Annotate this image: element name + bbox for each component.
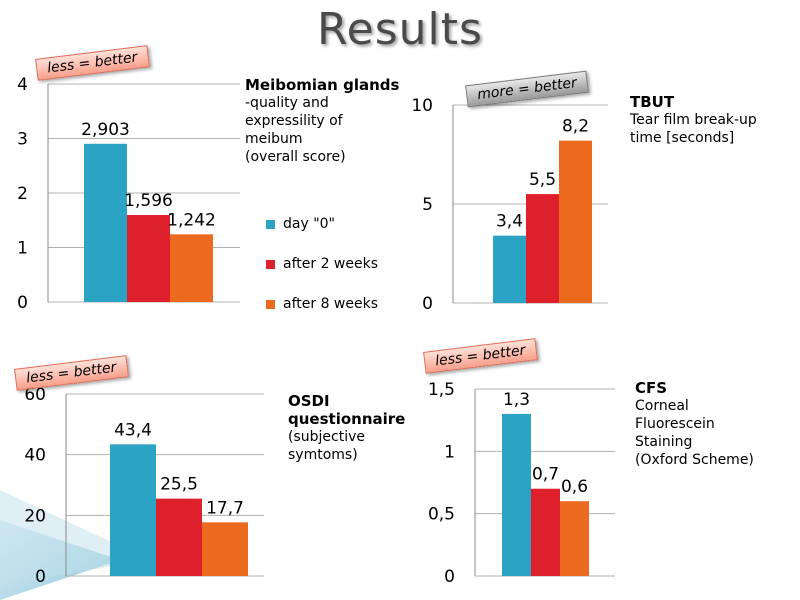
y-tick-label: 5 [422, 195, 433, 215]
desc-line: (overall score) [245, 149, 346, 165]
y-tick-label: 2 [17, 184, 28, 204]
bar [560, 501, 589, 576]
desc-meibomian: Meibomian glands -quality and expressili… [245, 76, 399, 166]
desc-osdi-heading2: questionnaire [288, 410, 406, 428]
data-label: 3,4 [496, 212, 523, 232]
data-label: 1,242 [167, 210, 216, 230]
y-tick-label: 4 [17, 75, 28, 95]
y-tick-label: 1 [17, 239, 28, 259]
bar [526, 194, 559, 303]
legend-item: after 2 weeks [266, 254, 378, 274]
data-label: 1,596 [124, 191, 173, 211]
desc-line: symtoms) [288, 447, 358, 463]
bar [531, 488, 560, 576]
page-title: Results [317, 4, 483, 55]
desc-osdi: OSDI questionnaire (subjective symtoms) [288, 392, 405, 464]
bar [493, 235, 526, 303]
y-tick-label: 3 [17, 130, 28, 150]
chart-osdi: 0 20 40 60 43,4 25,5 17,7 [24, 385, 264, 587]
y-tick-label: 0 [17, 293, 28, 313]
y-tick-label: 0 [422, 294, 433, 314]
desc-osdi-heading: OSDI [288, 392, 330, 410]
y-tick-label: 0 [444, 567, 455, 587]
bar [110, 444, 156, 576]
desc-cfs-heading: CFS [635, 379, 668, 397]
bar [156, 498, 202, 576]
desc-line: time [seconds] [630, 130, 735, 146]
chart-cfs: 0 0,5 1 1,5 1,3 0,70,6 [428, 380, 615, 587]
legend-item: after 8 weeks [266, 294, 378, 314]
legend-swatch [266, 299, 275, 309]
desc-tbut: TBUT Tear film break-up time [seconds] [630, 93, 757, 147]
desc-line: Staining [635, 434, 693, 450]
desc-line: -quality and [245, 95, 329, 111]
bar [170, 234, 213, 302]
desc-line: Corneal [635, 398, 689, 414]
data-label: 0,7 [532, 465, 559, 485]
data-label: 1,3 [503, 390, 530, 410]
data-label: 43,4 [114, 420, 152, 440]
legend-item: day "0" [266, 214, 378, 234]
legend-swatch [266, 259, 275, 269]
legend-label: day "0" [283, 216, 335, 232]
legend: day "0" after 2 weeks after 8 weeks [266, 214, 378, 334]
bar [559, 140, 592, 303]
data-label: 2,903 [81, 120, 130, 140]
legend-label: after 8 weeks [283, 296, 379, 312]
bar [127, 215, 170, 302]
y-tick-label: 40 [24, 446, 46, 466]
y-tick-label: 0,5 [428, 505, 455, 525]
legend-label: after 2 weeks [283, 256, 379, 272]
data-label: 0,6 [561, 477, 588, 497]
data-label: 17,7 [206, 498, 244, 518]
y-tick-label: 0 [35, 567, 46, 587]
desc-line: Tear film break-up [630, 112, 757, 128]
desc-line: expressility of [245, 113, 343, 129]
y-tick-label: 20 [24, 506, 46, 526]
y-tick-label: 1,5 [428, 380, 455, 400]
data-label: 5,5 [529, 170, 556, 190]
desc-tbut-heading: TBUT [630, 93, 675, 111]
legend-swatch [266, 219, 275, 229]
data-label: 8,2 [562, 117, 589, 137]
desc-line: Fluorescein [635, 416, 715, 432]
desc-line: meibum [245, 131, 303, 147]
y-tick-label: 1 [444, 442, 455, 462]
desc-line: (Oxford Scheme) [635, 452, 754, 468]
bar [202, 522, 248, 576]
desc-line: (subjective [288, 429, 365, 445]
chart-tbut: 0 5 10 3,4 5,5 8,2 [411, 96, 608, 314]
data-label: 25,5 [160, 475, 198, 495]
y-tick-label: 10 [411, 96, 433, 116]
desc-cfs: CFS Corneal Fluorescein Staining (Oxford… [635, 379, 754, 469]
bar [84, 143, 127, 302]
y-tick-label: 60 [24, 385, 46, 405]
bar [502, 413, 531, 576]
desc-meibomian-heading: Meibomian glands [245, 76, 400, 94]
